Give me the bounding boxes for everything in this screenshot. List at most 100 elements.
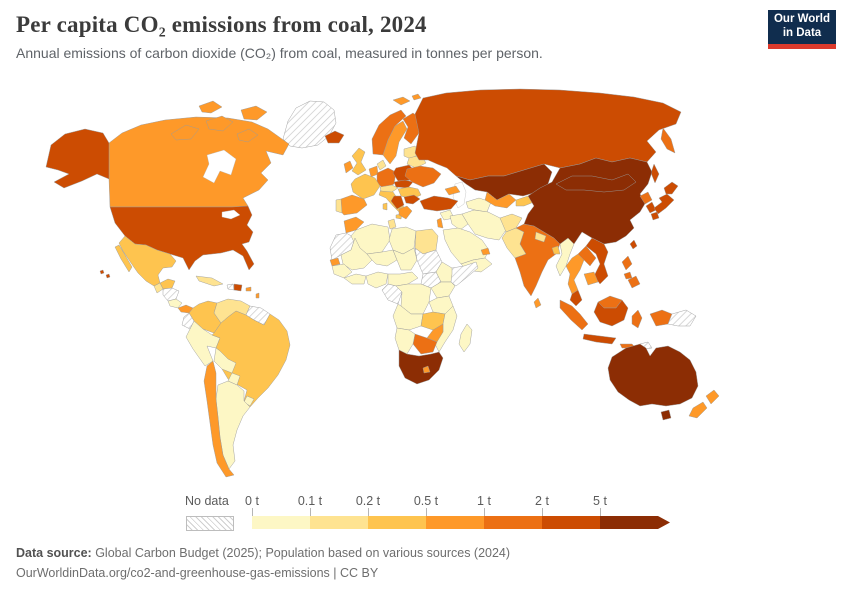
country-canada-arctic-1[interactable]	[170, 124, 200, 141]
country-greenland[interactable]	[282, 100, 337, 149]
legend-color-segment[interactable]	[426, 516, 485, 529]
country-ecuador[interactable]	[181, 312, 195, 330]
country-dominican-republic[interactable]	[233, 283, 243, 292]
country-bulgaria[interactable]	[403, 194, 421, 205]
country-south-africa[interactable]	[398, 349, 444, 385]
country-russia-kamchatka[interactable]	[660, 127, 676, 154]
country-australia-tasmania[interactable]	[660, 409, 672, 421]
country-indonesia-java[interactable]	[582, 333, 617, 345]
legend-tick	[600, 508, 601, 516]
country-iran[interactable]	[461, 209, 507, 241]
data-source-line: Data source: Global Carbon Budget (2025)…	[16, 543, 510, 563]
legend-bar[interactable]: 0 t 0.1 t 0.2 t 0.5 t 1 t 2 t 5 t	[245, 494, 672, 532]
country-caucasus[interactable]	[444, 185, 461, 196]
country-peru[interactable]	[185, 320, 221, 367]
country-australia[interactable]	[607, 343, 699, 407]
country-canada[interactable]	[108, 116, 290, 208]
country-taiwan[interactable]	[629, 239, 638, 250]
country-vietnam[interactable]	[585, 237, 609, 285]
great-lakes	[221, 209, 241, 220]
country-benelux[interactable]	[368, 165, 379, 178]
country-indonesia-sulawesi[interactable]	[631, 309, 643, 329]
country-indonesia-kalimantan[interactable]	[593, 299, 629, 327]
country-ireland[interactable]	[343, 160, 354, 174]
country-mongolia[interactable]	[555, 173, 637, 193]
country-nepal[interactable]	[534, 231, 547, 243]
country-ukraine[interactable]	[404, 165, 442, 188]
country-lesotho[interactable]	[422, 365, 431, 374]
legend-color-segment[interactable]	[368, 516, 427, 529]
legend-color-segment[interactable]	[600, 516, 670, 529]
country-senegal[interactable]	[329, 257, 341, 267]
legend-color-segment[interactable]	[484, 516, 543, 529]
country-ivory-coast-ghana[interactable]	[343, 273, 367, 285]
country-uzbekistan[interactable]	[484, 191, 517, 209]
legend-color-segment[interactable]	[252, 516, 311, 529]
owid-logo[interactable]: Our World in Data	[768, 10, 836, 49]
owid-logo-line2: in Data	[782, 27, 822, 39]
country-zimbabwe[interactable]	[426, 323, 444, 343]
country-switzerland-austria[interactable]	[379, 184, 399, 193]
country-greece[interactable]	[398, 205, 413, 220]
country-papua-new-guinea[interactable]	[667, 309, 697, 327]
country-portugal[interactable]	[335, 198, 343, 214]
country-chad[interactable]	[392, 247, 418, 271]
country-czechia-slovakia[interactable]	[393, 179, 414, 189]
country-thailand[interactable]	[565, 253, 585, 295]
no-data-label: No data	[185, 494, 229, 508]
country-nigeria[interactable]	[365, 271, 389, 289]
country-iraq[interactable]	[449, 213, 469, 231]
country-serbia-balkans[interactable]	[390, 195, 405, 210]
country-lesser-antilles[interactable]	[255, 292, 260, 299]
country-honduras-nicaragua[interactable]	[162, 287, 180, 302]
country-new-zealand[interactable]	[688, 389, 720, 419]
country-cambodia[interactable]	[583, 271, 599, 286]
country-haiti[interactable]	[226, 283, 235, 291]
country-japan[interactable]	[650, 181, 679, 221]
country-bolivia[interactable]	[213, 347, 237, 374]
data-source-label: Data source:	[16, 546, 92, 560]
country-puerto-rico[interactable]	[245, 286, 252, 292]
country-sri-lanka[interactable]	[533, 297, 542, 309]
chart-footer: Data source: Global Carbon Budget (2025)…	[16, 543, 510, 583]
legend-color-segment[interactable]	[542, 516, 601, 529]
country-canada-arctic-2[interactable]	[205, 115, 234, 132]
country-sweden[interactable]	[382, 120, 408, 165]
citation-line[interactable]: OurWorldinData.org/co2-and-greenhouse-ga…	[16, 566, 379, 580]
country-mexico-baja[interactable]	[114, 244, 133, 273]
country-morocco[interactable]	[343, 216, 365, 234]
country-guinea-region[interactable]	[331, 263, 353, 279]
country-malaysia[interactable]	[569, 289, 583, 307]
country-indonesia-sumatra[interactable]	[559, 299, 589, 331]
country-canada-arctic-3[interactable]	[240, 105, 268, 121]
country-usa-alaska[interactable]	[45, 128, 110, 189]
country-afghanistan[interactable]	[499, 213, 523, 233]
country-israel-lebanon[interactable]	[436, 217, 444, 229]
country-iceland[interactable]	[324, 130, 345, 144]
country-uae[interactable]	[480, 247, 491, 256]
country-tunisia[interactable]	[387, 218, 397, 230]
country-united-kingdom[interactable]	[351, 147, 367, 176]
country-madagascar[interactable]	[458, 323, 473, 353]
country-turkey[interactable]	[419, 195, 459, 212]
country-france[interactable]	[350, 173, 381, 200]
country-canada-arctic-5[interactable]	[236, 128, 259, 143]
legend-color-segment[interactable]	[310, 516, 369, 529]
country-usa-hawaii[interactable]	[99, 269, 111, 279]
no-data-swatch[interactable]	[186, 516, 234, 531]
country-chile[interactable]	[203, 360, 235, 478]
country-namibia[interactable]	[394, 327, 416, 355]
country-denmark[interactable]	[376, 159, 387, 171]
country-cuba[interactable]	[195, 275, 224, 287]
country-russia-sakhalin[interactable]	[650, 163, 660, 184]
country-bangladesh[interactable]	[551, 245, 561, 255]
legend-tick	[426, 508, 427, 516]
country-svalbard[interactable]	[392, 93, 422, 106]
country-costa-rica[interactable]	[167, 298, 183, 309]
country-canada-arctic-4[interactable]	[198, 100, 223, 114]
country-philippines[interactable]	[621, 255, 641, 289]
country-north-korea[interactable]	[639, 191, 653, 205]
country-laos[interactable]	[577, 245, 597, 267]
country-somalia[interactable]	[450, 261, 479, 287]
country-mexico[interactable]	[118, 235, 177, 287]
